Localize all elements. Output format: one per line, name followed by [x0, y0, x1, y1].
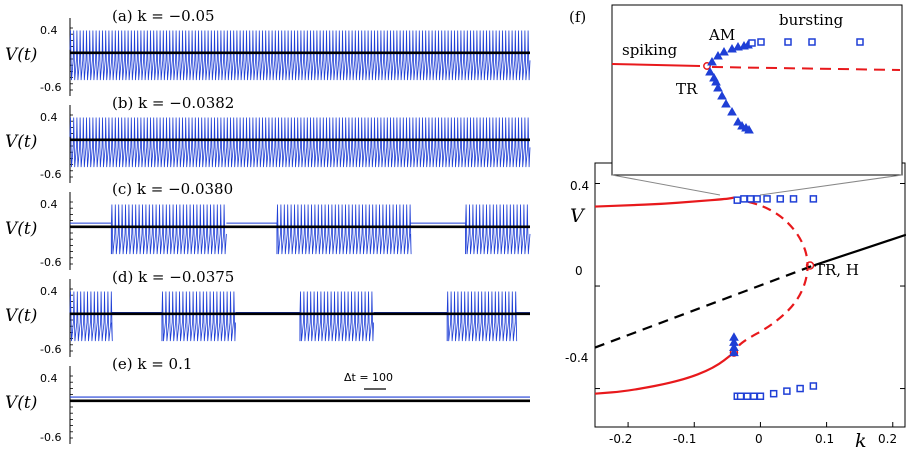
lower-marker — [769, 389, 778, 398]
inset-connector-right — [759, 174, 903, 196]
inset-stable-branch — [611, 63, 701, 67]
panel-c-title: (c) k = −0.0380 — [112, 180, 233, 198]
inset-triangle — [707, 56, 717, 66]
panel-e-ytick-bottom: -0.6 — [40, 431, 61, 444]
inset-label-bursting: bursting — [779, 11, 844, 29]
inset-label-tr: TR — [676, 80, 698, 98]
lower-marker — [750, 392, 758, 400]
inset-square — [784, 38, 792, 46]
upper-marker — [746, 195, 755, 203]
panel-e-ytick-top: 0.4 — [40, 372, 58, 385]
spike-train — [69, 30, 531, 81]
inset-triangle — [744, 124, 754, 134]
branch-dashed-red-1 — [733, 196, 809, 354]
inset-triangle — [705, 66, 715, 76]
panel-c-ytick-top: 0.4 — [40, 198, 58, 211]
inset-triangle — [733, 116, 743, 126]
burst-1 — [69, 291, 113, 342]
inset-triangle — [713, 82, 723, 92]
panel-f-title: (f) — [569, 8, 586, 26]
panel-f-ytick-2: -0.4 — [565, 351, 588, 365]
inset-frame — [611, 4, 903, 176]
panel-e-ylabel: V(t) — [5, 393, 37, 413]
inset-square — [808, 38, 816, 46]
burst-1 — [111, 204, 227, 255]
inset-connector-left — [611, 174, 721, 196]
upper-marker — [776, 195, 785, 203]
panel-d-title: (d) k = −0.0375 — [112, 268, 234, 286]
panel-b-title: (b) k = −0.0382 — [112, 94, 234, 112]
annotation-tr-h: TR, H — [815, 261, 859, 279]
panel-d-ytick-top: 0.4 — [40, 285, 58, 298]
panel-a-ytick-top: 0.4 — [40, 24, 58, 37]
panel-a-ylabel: V(t) — [5, 45, 37, 65]
panel-f-xtick-4: 0.2 — [878, 432, 897, 446]
tr-h-point — [805, 261, 815, 270]
burst-2 — [161, 291, 236, 342]
panel-f-xtick-3: 0.1 — [815, 432, 834, 446]
lower-marker — [783, 387, 791, 395]
burst-2 — [276, 204, 412, 255]
panel-f-ytick-0: 0.4 — [570, 179, 589, 193]
inset-tr-point — [703, 62, 711, 70]
panel-c — [69, 192, 531, 270]
panel-b-ylabel: V(t) — [5, 132, 37, 152]
panel-f-xtick-1: -0.1 — [673, 432, 696, 446]
panel-e — [69, 366, 530, 444]
inset-triangle — [719, 46, 729, 56]
upper-marker — [763, 195, 771, 203]
inset-label-spiking: spiking — [622, 41, 678, 59]
lower-marker — [736, 392, 745, 400]
panel-b — [69, 105, 531, 183]
branch-solid-red-0 — [594, 196, 735, 208]
panel-d-ytick-bottom: -0.6 — [40, 343, 61, 356]
burst-3 — [299, 291, 374, 342]
panel-c-ylabel: V(t) — [5, 219, 37, 239]
branch-solid-red-2 — [594, 351, 735, 395]
inset-label-am: AM — [708, 26, 735, 44]
panel-d — [69, 279, 530, 357]
inset-triangle — [721, 98, 731, 108]
panel-f-ylabel: V — [570, 205, 586, 227]
inset-square — [757, 38, 765, 46]
panel-f-xtick-2: 0 — [755, 432, 763, 446]
lower-marker — [743, 392, 751, 400]
lower-marker — [796, 384, 804, 393]
panel-f-xlabel: k — [855, 430, 867, 451]
inset-square — [748, 39, 756, 47]
panel-f-ytick-1: 0 — [575, 264, 583, 278]
panel-b-ytick-bottom: -0.6 — [40, 168, 61, 181]
upper-marker — [733, 196, 742, 204]
upper-marker — [753, 195, 761, 203]
inset-triangle — [717, 90, 727, 100]
panel-a-ytick-bottom: -0.6 — [40, 81, 61, 94]
panel-b-ytick-top: 0.4 — [40, 111, 58, 124]
burst-3 — [465, 204, 531, 255]
spike-train — [69, 117, 531, 168]
inset-square — [856, 38, 864, 46]
inset-triangle — [727, 106, 737, 116]
scalebar-label: Δt = 100 — [344, 371, 393, 384]
panel-e-title: (e) k = 0.1 — [112, 355, 192, 373]
branch-dashed-black-3 — [594, 264, 814, 349]
lower-marker — [756, 392, 765, 400]
inset-unstable-branch — [711, 66, 901, 71]
panel-a — [69, 18, 531, 96]
lower-marker — [809, 382, 818, 390]
upper-marker — [809, 195, 818, 203]
burst-4 — [446, 291, 518, 342]
panel-d-ylabel: V(t) — [5, 306, 37, 326]
panel-f-xtick-0: -0.2 — [609, 432, 632, 446]
upper-marker — [789, 195, 798, 203]
panel-c-ytick-bottom: -0.6 — [40, 256, 61, 269]
panel-a-title: (a) k = −0.05 — [112, 7, 215, 25]
upper-marker — [740, 195, 748, 203]
panel-f — [594, 4, 906, 428]
triangle-marker — [729, 347, 739, 357]
